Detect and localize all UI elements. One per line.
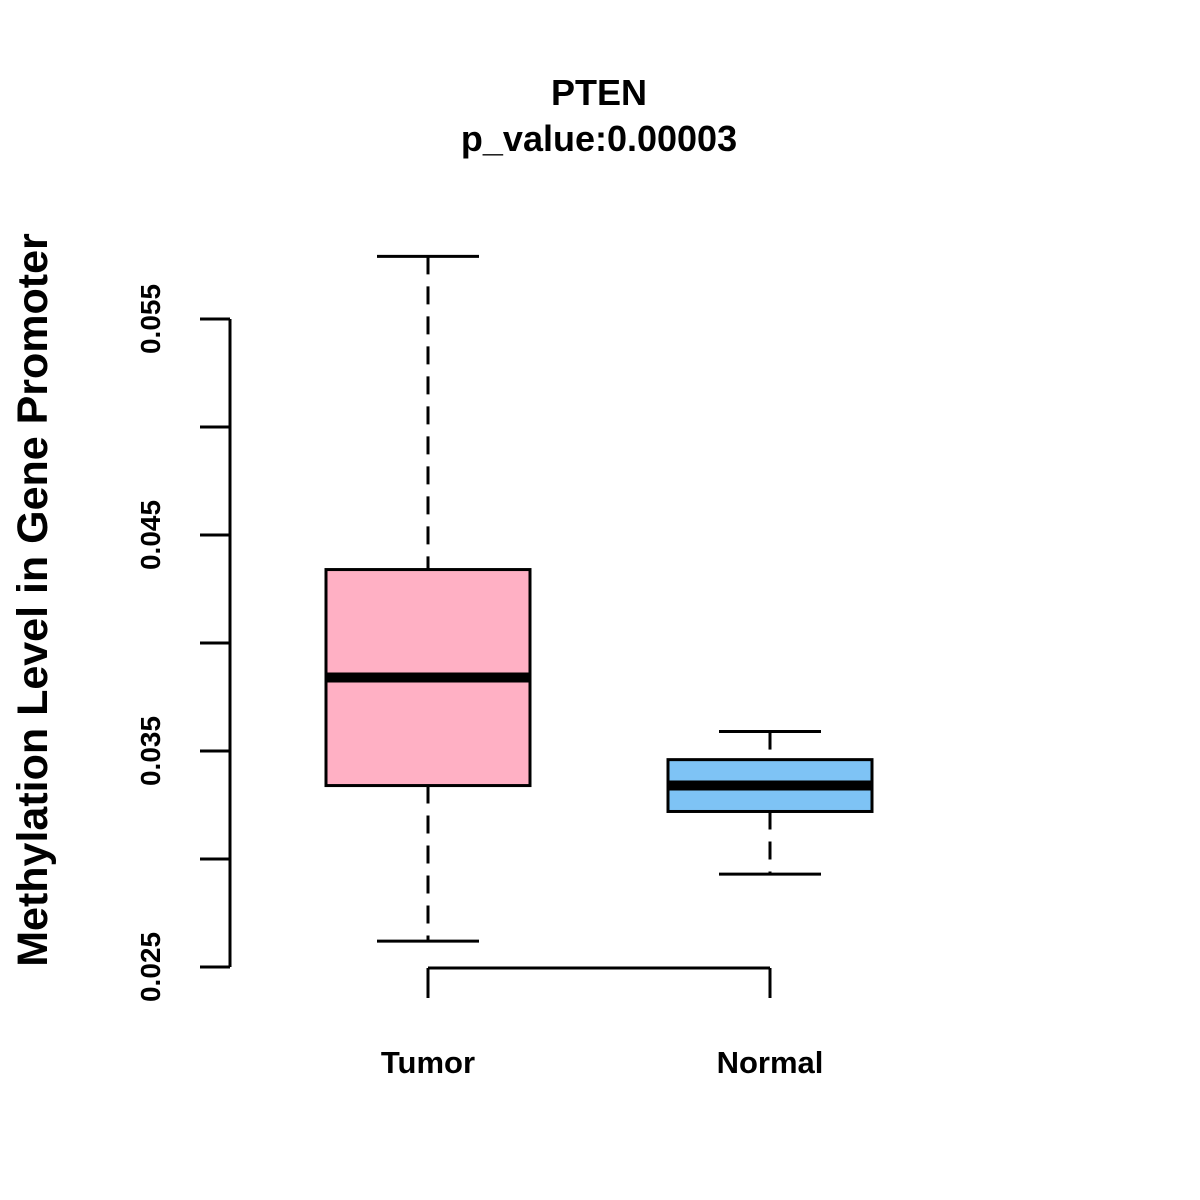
y-axis-label: Methylation Level in Gene Promoter <box>9 233 57 967</box>
box-tumor <box>324 254 532 943</box>
box-normal <box>666 730 874 876</box>
x-tick-label-normal: Normal <box>717 1045 824 1080</box>
chart-subtitle: p_value:0.00003 <box>461 118 737 159</box>
boxes <box>324 254 874 943</box>
y-tick-label: 0.025 <box>135 932 166 1002</box>
y-tick-label: 0.035 <box>135 716 166 786</box>
x-tick-label-tumor: Tumor <box>381 1045 475 1080</box>
y-tick-label: 0.045 <box>135 500 166 570</box>
chart-title: PTEN <box>551 72 647 113</box>
y-tick-label: 0.055 <box>135 284 166 354</box>
y-axis: 0.025 0.035 0.045 0.055 <box>135 284 232 1002</box>
x-axis: Tumor Normal <box>381 966 824 1080</box>
